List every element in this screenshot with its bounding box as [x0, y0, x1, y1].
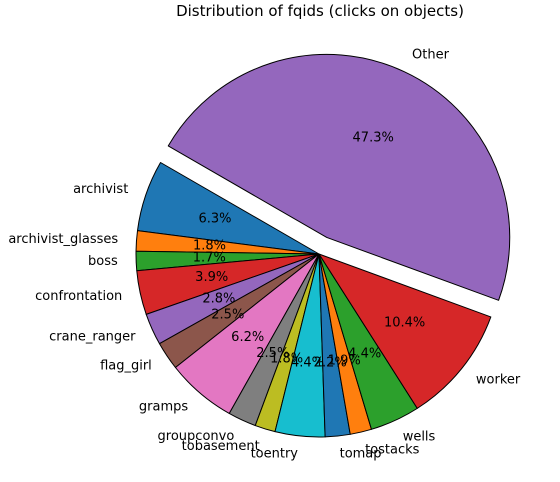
percent-label-flag-girl: 2.5% [211, 308, 244, 323]
percent-label-archivist-glasses: 1.8% [193, 239, 226, 254]
percent-label-archivist: 6.3% [198, 211, 231, 226]
category-label-archivist-glasses: archivist_glasses [8, 232, 118, 247]
percent-label-tostacks: 1.9% [328, 353, 361, 368]
category-label-worker: worker [476, 373, 521, 388]
percent-label-wells: 4.4% [348, 346, 381, 361]
category-label-tomap: tomap [340, 447, 382, 462]
category-label-tostacks: tostacks [365, 442, 420, 457]
category-label-groupconvo: groupconvo [158, 429, 235, 444]
chart-title: Distribution of fqids (clicks on objects… [176, 2, 464, 20]
percent-labels: 6.3%1.8%1.7%3.9%2.8%2.5%6.2%2.5%1.8%4.4%… [193, 131, 425, 371]
percent-label-boss: 1.7% [193, 251, 226, 266]
percent-label-toentry: 4.4% [291, 356, 324, 371]
category-label-gramps: gramps [139, 400, 188, 415]
percent-label-gramps: 6.2% [231, 330, 264, 345]
pie-wedges [135, 53, 511, 438]
percent-label-crane-ranger: 2.8% [202, 292, 235, 307]
percent-label-other: 47.3% [353, 131, 394, 146]
percent-label-tobasement: 1.8% [270, 351, 303, 366]
category-label-tobasement: tobasement [182, 439, 260, 454]
category-label-boss: boss [88, 254, 118, 269]
category-label-other: Other [412, 48, 450, 63]
percent-label-tomap: 2.2% [314, 356, 347, 371]
category-label-toentry: toentry [251, 447, 299, 462]
pie-slice-other [167, 53, 511, 301]
pie-slice-worker [318, 253, 492, 409]
category-label-flag-girl: flag_girl [100, 359, 152, 374]
category-label-confrontation: confrontation [35, 289, 122, 304]
percent-label-groupconvo: 2.5% [256, 346, 289, 361]
percent-label-confrontation: 3.9% [195, 270, 228, 285]
category-label-crane-ranger: crane_ranger [49, 329, 136, 344]
percent-label-worker: 10.4% [384, 315, 425, 330]
category-label-wells: wells [403, 430, 436, 445]
category-label-archivist: archivist [73, 182, 128, 197]
